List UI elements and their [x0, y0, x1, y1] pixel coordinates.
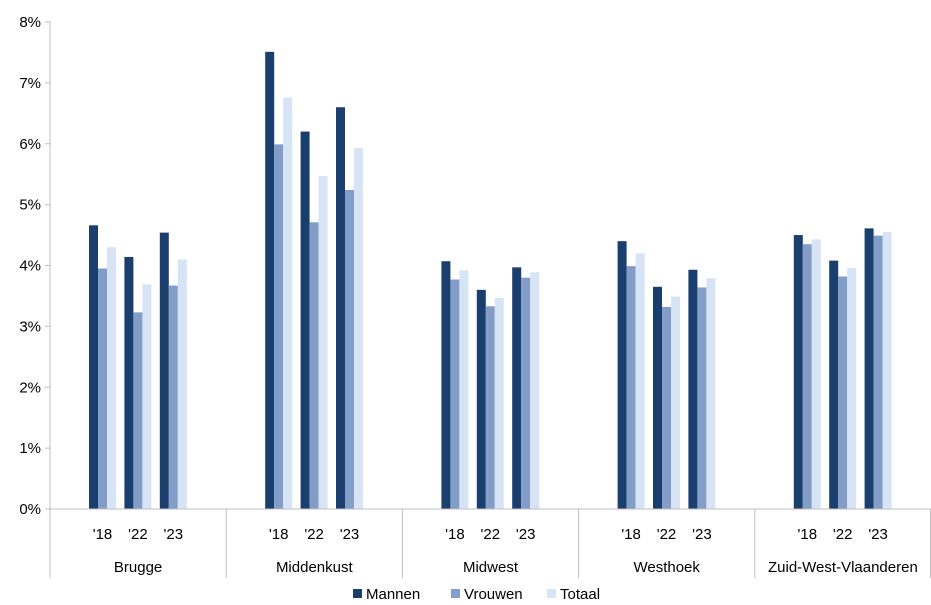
bar-totaal — [107, 247, 116, 510]
bar-mannen — [159, 232, 169, 509]
bar-totaal — [494, 297, 504, 509]
x-subcategory-label: '22 — [128, 526, 148, 543]
bar-vrouwen — [168, 285, 178, 509]
x-subcategory-label: '22 — [481, 526, 501, 543]
bar-totaal — [530, 272, 540, 509]
x-subcategory-label: '23 — [340, 526, 360, 543]
x-axis: '18'22'23Brugge'18'22'23Middenkust'18'22… — [49, 508, 931, 578]
x-subcategory-label: '18 — [621, 526, 641, 543]
bar-vrouwen — [345, 190, 354, 509]
y-tick-label: 3% — [19, 318, 41, 335]
bar-vrouwen — [697, 287, 707, 509]
y-tick-label: 6% — [19, 136, 41, 153]
bar-mannen — [300, 131, 310, 509]
x-subcategory-label: '22 — [657, 526, 677, 543]
bar-vrouwen — [521, 277, 531, 509]
bar-vrouwen — [274, 144, 284, 509]
legend-label-totaal: Totaal — [560, 586, 600, 603]
bar-vrouwen — [98, 268, 107, 509]
y-tick-label: 7% — [19, 75, 41, 92]
x-subcategory-label: '23 — [164, 526, 184, 543]
bar-vrouwen — [802, 244, 812, 509]
bar-vrouwen — [309, 222, 319, 509]
y-tick-label: 4% — [19, 258, 41, 275]
x-group-label: Zuid-West-Vlaanderen — [768, 559, 918, 576]
x-subcategory-label: '23 — [692, 526, 712, 543]
bar-vrouwen — [485, 306, 495, 509]
bar-totaal — [283, 97, 293, 510]
bar-mannen — [829, 260, 839, 509]
y-tick-label: 2% — [19, 379, 41, 396]
bar-mannen — [653, 286, 662, 509]
bar-mannen — [124, 256, 134, 509]
bar-mannen — [336, 107, 345, 509]
x-group-label: Brugge — [114, 559, 162, 576]
legend: Mannen Vrouwen Totaal — [353, 586, 600, 603]
bar-vrouwen — [133, 312, 143, 509]
bar-vrouwen — [873, 235, 883, 509]
x-subcategory-label: '18 — [445, 526, 465, 543]
bar-totaal — [354, 148, 363, 510]
x-group-label: Middenkust — [276, 559, 354, 576]
bar-mannen — [265, 51, 275, 510]
y-tick-label: 5% — [19, 197, 41, 214]
bars — [89, 51, 892, 510]
bar-totaal — [811, 239, 821, 510]
x-group-label: Westhoek — [633, 559, 700, 576]
legend-swatch-vrouwen — [451, 589, 460, 598]
bar-totaal — [706, 278, 716, 509]
bar-totaal — [177, 259, 187, 509]
bar-totaal — [671, 296, 680, 509]
legend-label-mannen: Mannen — [366, 586, 420, 603]
bar-vrouwen — [450, 279, 460, 509]
legend-swatch-totaal — [547, 589, 556, 598]
x-subcategory-label: '23 — [516, 526, 536, 543]
bar-mannen — [617, 241, 627, 509]
x-subcategory-label: '23 — [868, 526, 888, 543]
bar-mannen — [688, 269, 698, 509]
bar-totaal — [318, 176, 328, 510]
x-subcategory-label: '18 — [269, 526, 289, 543]
legend-label-vrouwen: Vrouwen — [464, 586, 523, 603]
y-tick-label: 1% — [19, 440, 41, 457]
bar-totaal — [847, 267, 857, 509]
bar-mannen — [441, 261, 451, 509]
bar-vrouwen — [626, 266, 636, 509]
x-subcategory-label: '22 — [833, 526, 853, 543]
bar-mannen — [89, 225, 98, 509]
x-subcategory-label: '18 — [93, 526, 113, 543]
bar-totaal — [459, 270, 469, 509]
x-subcategory-label: '22 — [304, 526, 324, 543]
y-tick-label: 8% — [19, 14, 41, 31]
x-group-label: Midwest — [463, 559, 519, 576]
bar-mannen — [864, 228, 874, 509]
x-subcategory-label: '18 — [798, 526, 818, 543]
bar-mannen — [512, 267, 522, 509]
y-axis: 0% 1% 2% 3% 4% 5% 6% 7% 8% — [19, 14, 51, 518]
legend-swatch-mannen — [353, 589, 362, 598]
bar-vrouwen — [838, 276, 848, 509]
bar-totaal — [142, 284, 152, 509]
y-tick-label: 0% — [19, 501, 41, 518]
bar-vrouwen — [662, 306, 671, 509]
bar-mannen — [476, 289, 486, 509]
bar-totaal — [635, 253, 645, 509]
bar-mannen — [793, 235, 803, 509]
bar-totaal — [882, 232, 892, 510]
